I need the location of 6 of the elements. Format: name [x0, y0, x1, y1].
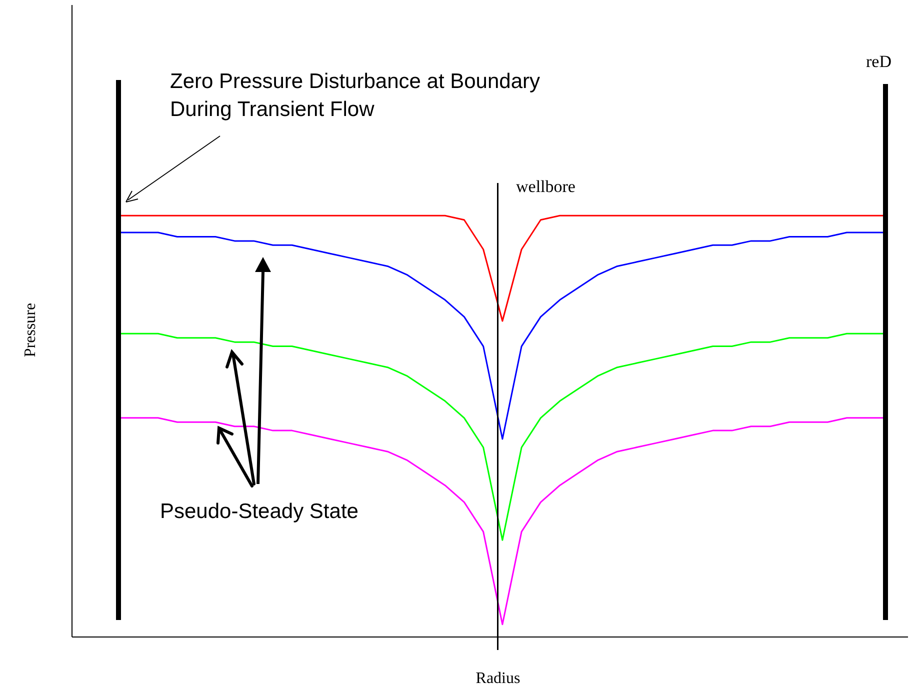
text: Zero Pressure Disturbance at Boundary During Transient Flow — [170, 69, 542, 123]
y-axis-title: Pressure — [22, 302, 39, 358]
x-axis-title: Radius — [476, 670, 520, 687]
annotation: Pseudo-Steady State — [160, 500, 358, 523]
text: wellbore — [516, 177, 576, 196]
text: reD — [866, 52, 892, 71]
